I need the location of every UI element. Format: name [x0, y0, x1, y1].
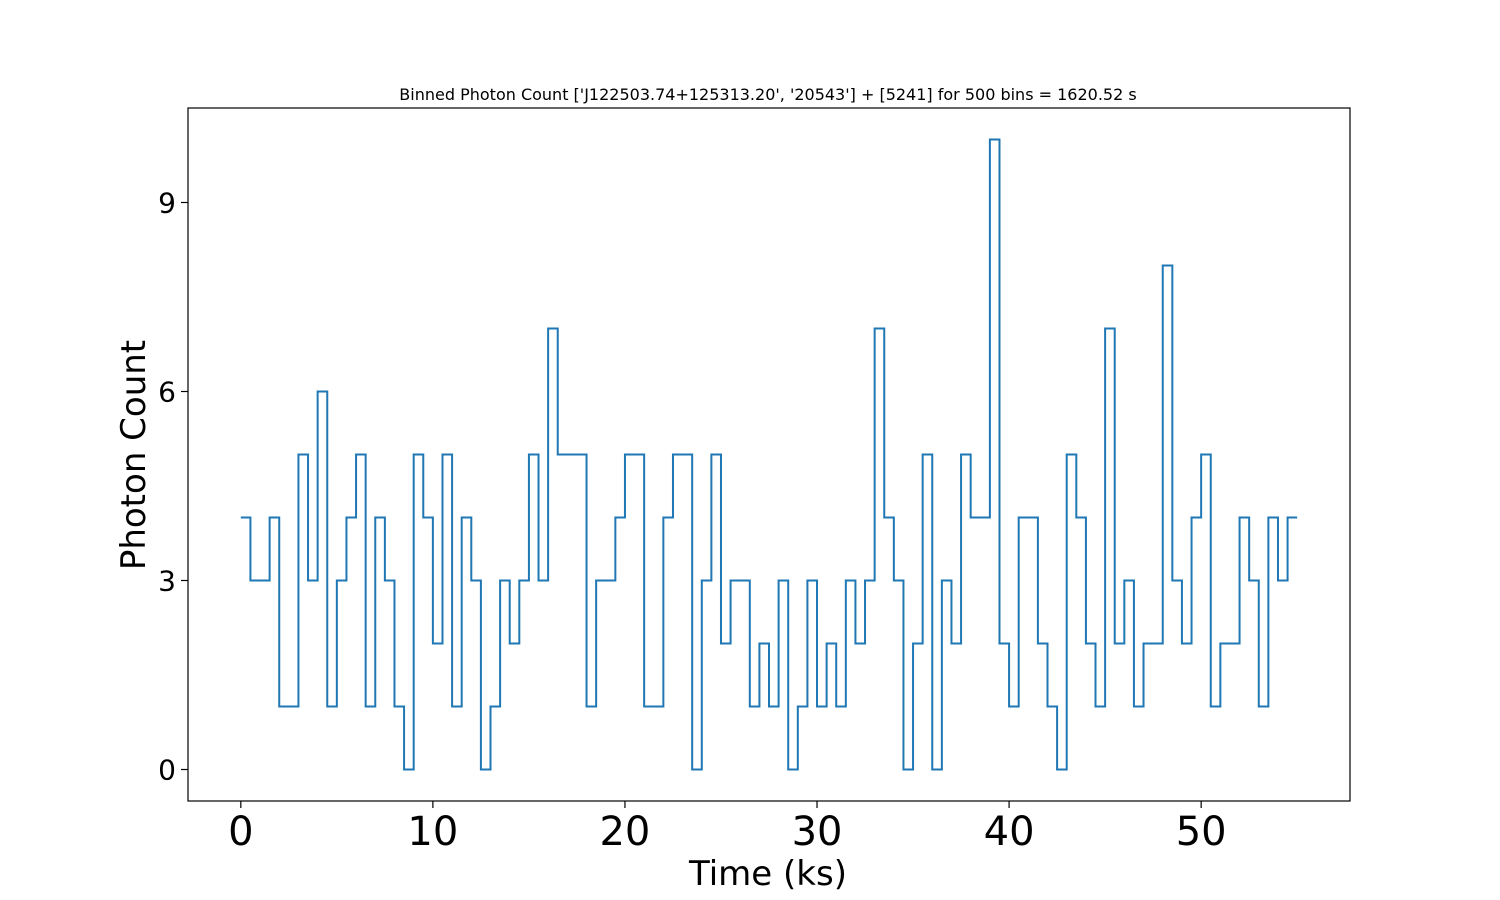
series-line — [240, 138, 1298, 771]
plot-layer — [240, 138, 1298, 771]
y-tick-label: 3 — [158, 565, 176, 598]
y-tick-label: 6 — [158, 376, 176, 409]
x-tick-label: 20 — [599, 809, 650, 855]
x-tick-label: 0 — [228, 809, 253, 855]
x-tick-label: 30 — [792, 809, 843, 855]
x-tick-label: 10 — [407, 809, 458, 855]
x-axis-label: Time (ks) — [688, 854, 847, 894]
chart-title: Binned Photon Count ['J122503.74+125313.… — [399, 85, 1136, 104]
x-axis: 0 10 20 30 40 50 — [228, 801, 1227, 855]
x-tick-label: 50 — [1176, 809, 1227, 855]
y-axis: 0 3 6 9 — [158, 187, 188, 787]
plot-frame — [187, 107, 1351, 802]
y-axis-label: Photon Count — [114, 340, 154, 570]
y-tick-label: 0 — [158, 754, 176, 787]
y-tick-label: 9 — [158, 187, 176, 220]
x-tick-label: 40 — [984, 809, 1035, 855]
